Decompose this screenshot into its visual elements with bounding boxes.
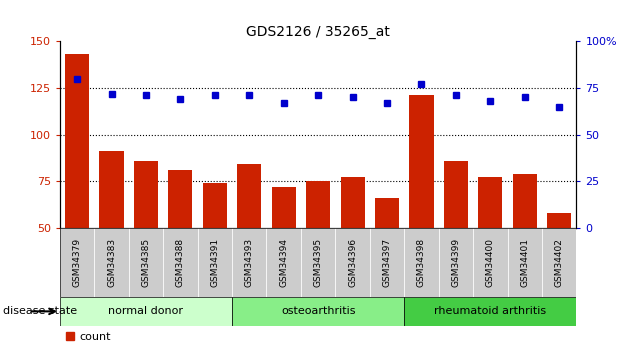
Bar (438, 228, 473, 297)
Bar (238, 164, 261, 321)
Bar (335, 228, 370, 297)
Text: disease state: disease state (3, 306, 77, 316)
Text: GSM34395: GSM34395 (314, 238, 323, 287)
Bar (410, 96, 433, 321)
Text: rheumatoid arthritis: rheumatoid arthritis (434, 306, 546, 316)
Legend: count, percentile rank within the sample: count, percentile rank within the sample (66, 332, 268, 345)
Text: GSM34391: GSM34391 (210, 238, 219, 287)
Text: GSM34385: GSM34385 (142, 238, 151, 287)
Bar (134, 161, 158, 321)
Text: GSM34383: GSM34383 (107, 238, 116, 287)
Text: GSM34394: GSM34394 (279, 238, 288, 287)
Bar (542, 228, 576, 297)
Text: GSM34379: GSM34379 (72, 238, 81, 287)
Bar (60, 228, 94, 297)
Text: osteoarthritis: osteoarthritis (281, 306, 355, 316)
Bar (232, 297, 404, 326)
Bar (266, 228, 301, 297)
Text: GSM34400: GSM34400 (486, 238, 495, 287)
Bar (198, 228, 232, 297)
Bar (203, 183, 227, 321)
Bar (370, 228, 404, 297)
Bar (513, 174, 537, 321)
Bar (478, 177, 502, 321)
Text: GSM34393: GSM34393 (245, 238, 254, 287)
Bar (375, 198, 399, 321)
Bar (65, 55, 89, 321)
Bar (100, 151, 123, 321)
Bar (163, 228, 198, 297)
Bar (306, 181, 330, 321)
Bar (168, 170, 192, 321)
Text: GSM34397: GSM34397 (382, 238, 391, 287)
Bar (404, 228, 438, 297)
Bar (508, 228, 542, 297)
Bar (301, 228, 335, 297)
Text: GSM34402: GSM34402 (555, 238, 564, 287)
Bar (129, 228, 163, 297)
Text: GSM34401: GSM34401 (520, 238, 529, 287)
Bar (94, 228, 129, 297)
Bar (341, 177, 365, 321)
Bar (473, 228, 508, 297)
Text: GSM34398: GSM34398 (417, 238, 426, 287)
Text: GSM34399: GSM34399 (452, 238, 461, 287)
Bar (444, 161, 468, 321)
Bar (272, 187, 295, 321)
Text: GSM34388: GSM34388 (176, 238, 185, 287)
Bar (232, 228, 266, 297)
Bar (60, 297, 232, 326)
Text: GSM34396: GSM34396 (348, 238, 357, 287)
Bar (404, 297, 576, 326)
Bar (547, 213, 571, 321)
Text: normal donor: normal donor (108, 306, 183, 316)
Title: GDS2126 / 35265_at: GDS2126 / 35265_at (246, 25, 390, 39)
